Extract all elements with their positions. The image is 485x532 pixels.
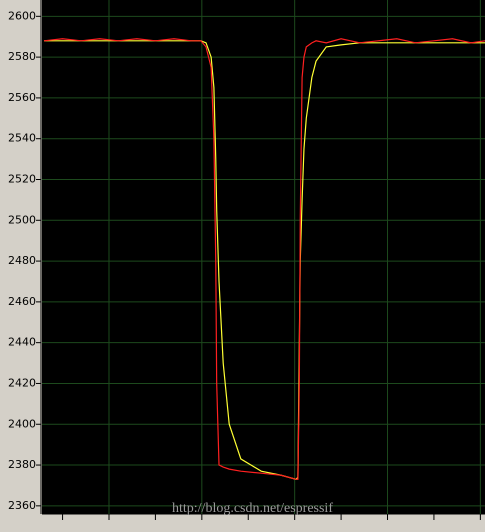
series-line <box>43 38 485 480</box>
series-line <box>44 40 485 481</box>
y-tick-label: 2360 <box>8 499 36 512</box>
y-tick-label: 2540 <box>8 132 36 145</box>
y-tick-label: 2380 <box>8 458 36 471</box>
y-tick-label: 2520 <box>8 172 36 185</box>
y-tick-label: 2420 <box>8 376 36 389</box>
y-tick-label: 2400 <box>8 417 36 430</box>
y-tick-label: 2600 <box>8 9 36 22</box>
y-tick-label: 2580 <box>8 50 36 63</box>
plot-area <box>42 0 485 514</box>
y-tick-label: 2460 <box>8 295 36 308</box>
watermark: http://blog.csdn.net/espressif <box>172 501 333 516</box>
y-tick-label: 2480 <box>8 254 36 267</box>
lines <box>43 38 485 481</box>
y-tick-label: 2560 <box>8 91 36 104</box>
y-tick-label: 2500 <box>8 213 36 226</box>
y-tick-label: 2440 <box>8 336 36 349</box>
grid <box>42 0 485 514</box>
